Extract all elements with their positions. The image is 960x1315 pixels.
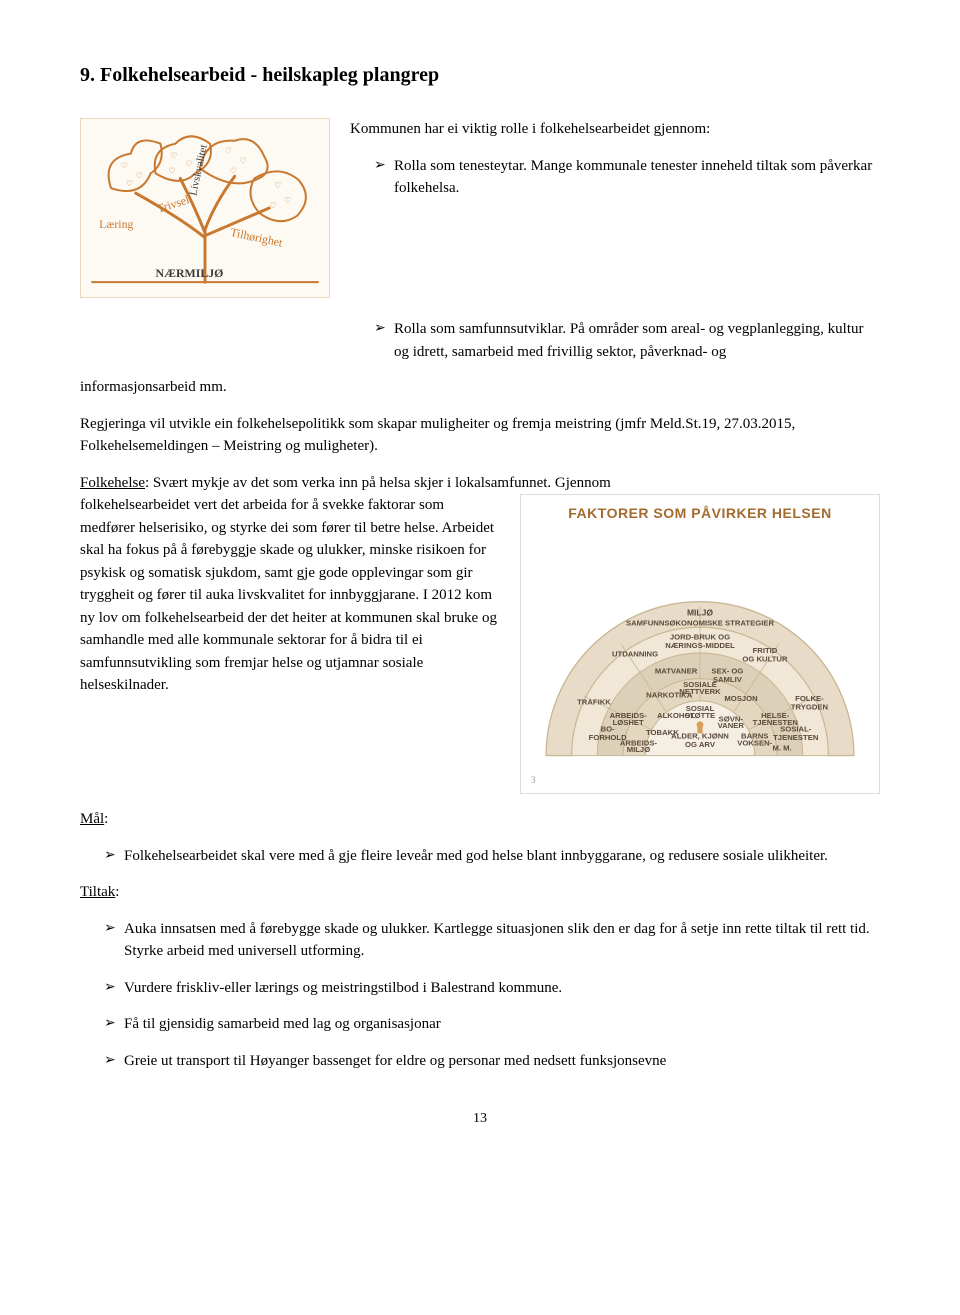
svg-text:♡: ♡ [274,181,281,190]
svg-text:VOKSEN-: VOKSEN- [737,738,772,747]
svg-text:NETTVERK: NETTVERK [679,687,721,696]
tiltak-bullet-4: Greie ut transport til Høyanger bassenge… [104,1050,880,1073]
folkehelse-lead: : Svært mykje av det som verka inn på he… [145,475,611,491]
tree-figure: ♡♡♡ ♡♡♡ ♡♡♡ ♡♡♡ Læring Trivsel Livskvali… [80,118,330,298]
mal-bullet-1: Folkehelsearbeidet skal vere med å gje f… [104,845,880,868]
para-regjeringa: Regjeringa vil utvikle ein folkehelsepol… [80,413,880,458]
intro-row: ♡♡♡ ♡♡♡ ♡♡♡ ♡♡♡ Læring Trivsel Livskvali… [80,118,880,298]
tiltak-label: Tiltak [80,884,115,900]
tiltak-bullets: Auka innsatsen med å førebygge skade og … [80,918,880,1073]
svg-text:♡: ♡ [225,147,232,156]
svg-text:♡: ♡ [136,171,143,180]
svg-text:MATVANER: MATVANER [655,667,698,676]
tree-label-livskvalitet: Livskvalitet [187,144,210,197]
svg-text:SAMFUNNSØKONOMISKE STRATEGIER: SAMFUNNSØKONOMISKE STRATEGIER [626,619,775,628]
svg-text:OG ARV: OG ARV [685,740,716,749]
bullet2-list: Rolla som samfunnsutviklar. På områder s… [350,318,880,363]
svg-text:MILJØ: MILJØ [627,745,651,754]
intro-sentence: Kommunen har ei viktig rolle i folkehels… [350,118,880,141]
svg-text:OG KULTUR: OG KULTUR [742,655,788,664]
svg-text:STØTTE: STØTTE [685,711,715,720]
page-number: 13 [80,1108,880,1129]
page-heading: 9. Folkehelsearbeid - heilskapleg plangr… [80,60,880,90]
svg-text:LØSHET: LØSHET [613,718,644,727]
svg-text:SAMLIV: SAMLIV [713,675,743,684]
faktor-figure: FAKTORER SOM PÅVIRKER HELSEN [520,494,880,794]
svg-text:TJENESTEN: TJENESTEN [773,733,819,742]
tree-label-trivsel: Trivsel [155,192,192,216]
tree-label-tilhorighet: Tilhørighet [229,225,284,250]
split-row: informasjonsarbeid mm. Rolla som samfunn… [80,318,880,399]
info-mm: informasjonsarbeid mm. [80,318,330,399]
svg-text:UTDANNING: UTDANNING [612,649,658,658]
svg-text:TRYGDEN: TRYGDEN [791,702,829,711]
svg-text:♡: ♡ [230,166,237,175]
svg-text:MOSJON: MOSJON [724,694,758,703]
svg-text:♡: ♡ [170,152,177,161]
svg-text:♡: ♡ [284,196,291,205]
faktor-footnote: 3 [531,774,536,788]
mal-label: Mål [80,811,104,827]
folkehelse-label: Folkehelse [80,475,145,491]
tiltak-bullet-1: Auka innsatsen med å førebygge skade og … [104,918,880,963]
mal-bullets: Folkehelsearbeidet skal vere med å gje f… [80,845,880,868]
folkehelse-body: folkehelsearbeidet vert det arbeida for … [80,494,500,794]
intro-bullets: Rolla som tenesteytar. Mange kommunale t… [350,155,880,200]
tree-label-naermiljo: NÆRMILJØ [156,266,224,280]
svg-text:TRAFIKK: TRAFIKK [577,697,611,706]
svg-text:NÆRINGS-MIDDEL: NÆRINGS-MIDDEL [665,641,735,650]
intro-text-block: Kommunen har ei viktig rolle i folkehels… [350,118,880,298]
svg-text:♡: ♡ [121,161,128,170]
rainbow-arc-svg: MILJØ SAMFUNNSØKONOMISKE STRATEGIER TRAF… [529,528,871,778]
svg-text:VANER: VANER [718,721,745,730]
svg-text:♡: ♡ [126,179,133,188]
tiltak-bullet-2: Vurdere friskliv-eller lærings og meistr… [104,977,880,1000]
svg-text:MILJØ: MILJØ [687,607,713,617]
bullet-samfunnsutviklar: Rolla som samfunnsutviklar. På områder s… [374,318,880,363]
folkehelse-section: Folkehelse: Svært mykje av det som verka… [80,472,880,795]
tiltak-bullet-3: Få til gjensidig samarbeid med lag og or… [104,1013,880,1036]
bullet-tenesteytar: Rolla som tenesteytar. Mange kommunale t… [374,155,880,200]
svg-text:M. M.: M. M. [772,743,791,752]
svg-text:TJENESTEN: TJENESTEN [753,718,799,727]
svg-text:♡: ♡ [185,159,192,168]
svg-text:♡: ♡ [168,166,175,175]
tree-label-laering: Læring [99,217,133,231]
svg-text:♡: ♡ [240,157,247,166]
faktor-title: FAKTORER SOM PÅVIRKER HELSEN [529,503,871,524]
